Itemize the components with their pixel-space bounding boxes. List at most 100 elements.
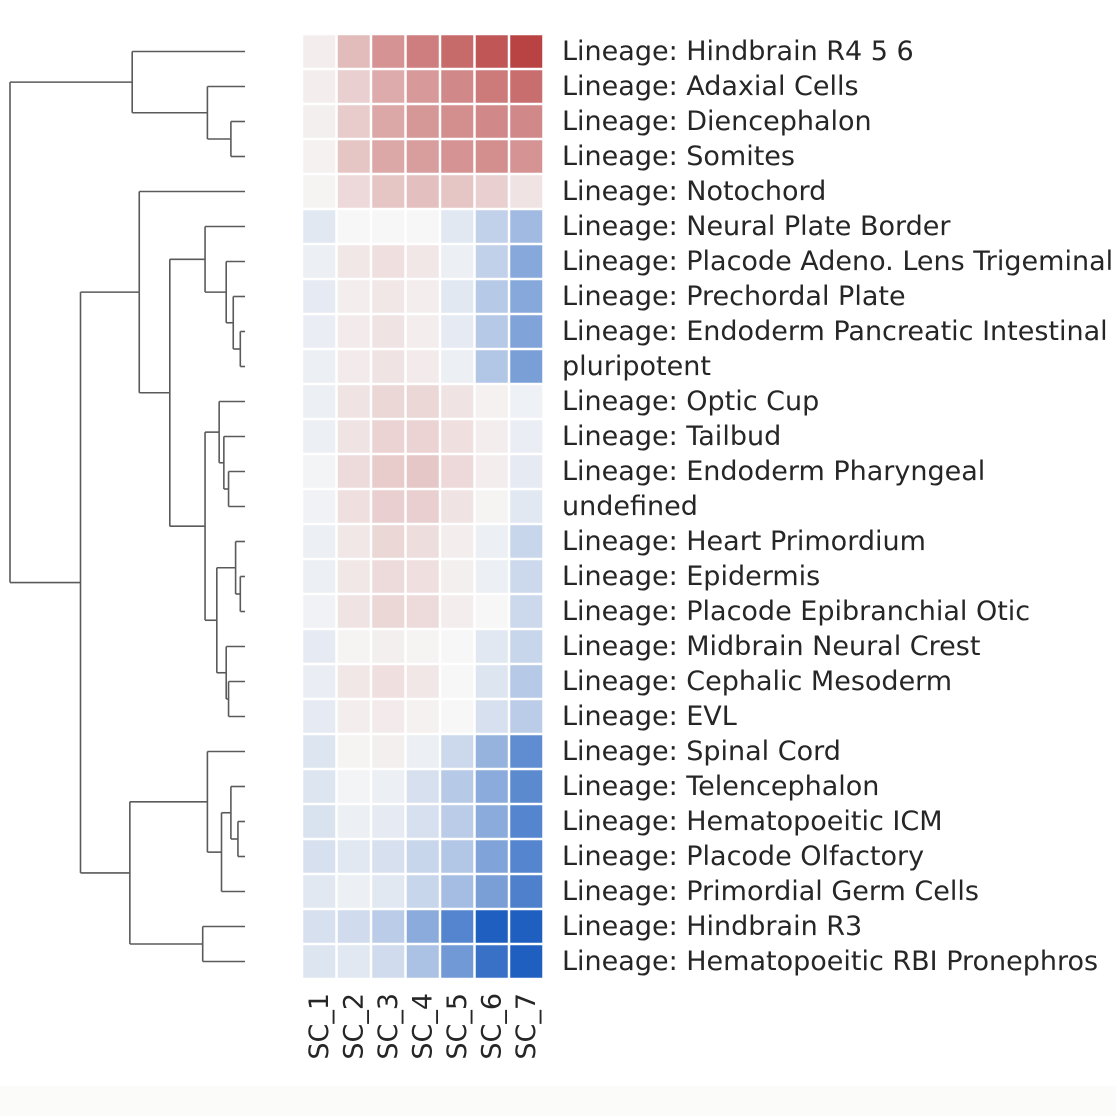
heatmap-cell	[475, 805, 508, 838]
heatmap-cell	[337, 770, 370, 803]
heatmap-cell	[303, 735, 336, 768]
heatmap-cell	[475, 245, 508, 278]
heatmap-cell	[441, 875, 474, 908]
heatmap-cell	[510, 385, 543, 418]
column-label: SC_7	[511, 993, 542, 1060]
heatmap-cell	[303, 490, 336, 523]
heatmap-cell	[303, 840, 336, 873]
row-label: Lineage: Endoderm Pancreatic Intestinal	[562, 316, 1108, 347]
heatmap-cell	[303, 525, 336, 558]
heatmap-cell	[406, 910, 439, 943]
row-labels: Lineage: Hindbrain R4 5 6 Lineage: Adaxia…	[562, 36, 1113, 977]
heatmap-cell	[510, 875, 543, 908]
heatmap-cell	[303, 105, 336, 138]
heatmap-cell	[406, 175, 439, 208]
heatmap-cell	[337, 665, 370, 698]
heatmap-cell	[475, 560, 508, 593]
heatmap-cell	[406, 315, 439, 348]
heatmap-cell	[372, 665, 405, 698]
heatmap-cell	[406, 735, 439, 768]
heatmap-cell	[372, 525, 405, 558]
heatmap-cell	[475, 910, 508, 943]
heatmap-cell	[337, 910, 370, 943]
heatmap-cell	[475, 595, 508, 628]
heatmap-cell	[303, 210, 336, 243]
heatmap-cell	[475, 665, 508, 698]
row-label: Lineage: Telencephalon	[562, 771, 879, 802]
heatmap-cell	[337, 945, 370, 978]
heatmap-cell	[372, 105, 405, 138]
heatmap-cell	[337, 350, 370, 383]
heatmap-cell	[441, 70, 474, 103]
row-label: Lineage: Notochord	[562, 176, 826, 207]
heatmap-cell	[510, 840, 543, 873]
heatmap-cell	[510, 280, 543, 313]
heatmap-cell	[337, 490, 370, 523]
heatmap-cell	[441, 385, 474, 418]
heatmap-cell	[475, 945, 508, 978]
heatmap-cell	[441, 700, 474, 733]
column-label: SC_1	[304, 993, 335, 1060]
heatmap-cell	[510, 805, 543, 838]
heatmap-cell	[406, 70, 439, 103]
heatmap-cell	[303, 280, 336, 313]
row-label: Lineage: Hematopoeitic ICM	[562, 806, 943, 837]
heatmap-cell	[441, 210, 474, 243]
heatmap-cell	[510, 490, 543, 523]
heatmap-cell	[303, 805, 336, 838]
heatmap-cell	[337, 315, 370, 348]
heatmap-cell	[510, 455, 543, 488]
row-label: Lineage: Optic Cup	[562, 386, 819, 417]
heatmap-cell	[475, 210, 508, 243]
heatmap-cell	[337, 560, 370, 593]
heatmap-cell	[337, 875, 370, 908]
heatmap-cell	[510, 945, 543, 978]
heatmap-cell	[337, 700, 370, 733]
heatmap-cell	[372, 455, 405, 488]
heatmap-cell	[510, 245, 543, 278]
heatmap-cell	[406, 525, 439, 558]
row-label: Lineage: Placode Epibranchial Otic	[562, 596, 1030, 627]
heatmap-cell	[441, 35, 474, 68]
row-label: Lineage: Hematopoeitic RBI Pronephros	[562, 946, 1098, 977]
heatmap-cell	[337, 420, 370, 453]
heatmap-cell	[510, 210, 543, 243]
heatmap-cell	[372, 595, 405, 628]
heatmap-cell	[475, 525, 508, 558]
heatmap-cell	[441, 420, 474, 453]
heatmap-cell	[441, 595, 474, 628]
column-labels: SC_1 SC_2 SC_3 SC_4 SC_5 SC_6 SC_7	[304, 993, 542, 1060]
heatmap-cell	[441, 630, 474, 663]
heatmap-cell	[441, 770, 474, 803]
heatmap-cell	[510, 735, 543, 768]
heatmap-cell	[441, 805, 474, 838]
heatmap-cell	[372, 560, 405, 593]
heatmap-cell	[406, 770, 439, 803]
heatmap-cell	[406, 595, 439, 628]
heatmap-cell	[475, 315, 508, 348]
heatmap-cell	[510, 560, 543, 593]
heatmap-cell	[337, 70, 370, 103]
heatmap-cell	[372, 875, 405, 908]
heatmap-cell	[303, 945, 336, 978]
heatmap-cell	[337, 245, 370, 278]
heatmap-cell	[510, 910, 543, 943]
heatmap-cell	[406, 665, 439, 698]
heatmap-cell	[510, 175, 543, 208]
heatmap-cell	[372, 350, 405, 383]
heatmap-cell	[406, 385, 439, 418]
heatmap-cell	[303, 175, 336, 208]
heatmap-cell	[441, 490, 474, 523]
row-label: Lineage: Somites	[562, 141, 795, 172]
column-label: SC_4	[407, 993, 438, 1060]
heatmap-cell	[441, 280, 474, 313]
heatmap-cell	[406, 35, 439, 68]
heatmap-cell	[510, 630, 543, 663]
heatmap-cell	[303, 140, 336, 173]
heatmap-cell	[372, 140, 405, 173]
heatmap-cell	[303, 560, 336, 593]
heatmap-cell	[303, 245, 336, 278]
heatmap-cell	[406, 700, 439, 733]
heatmap-cell	[337, 805, 370, 838]
